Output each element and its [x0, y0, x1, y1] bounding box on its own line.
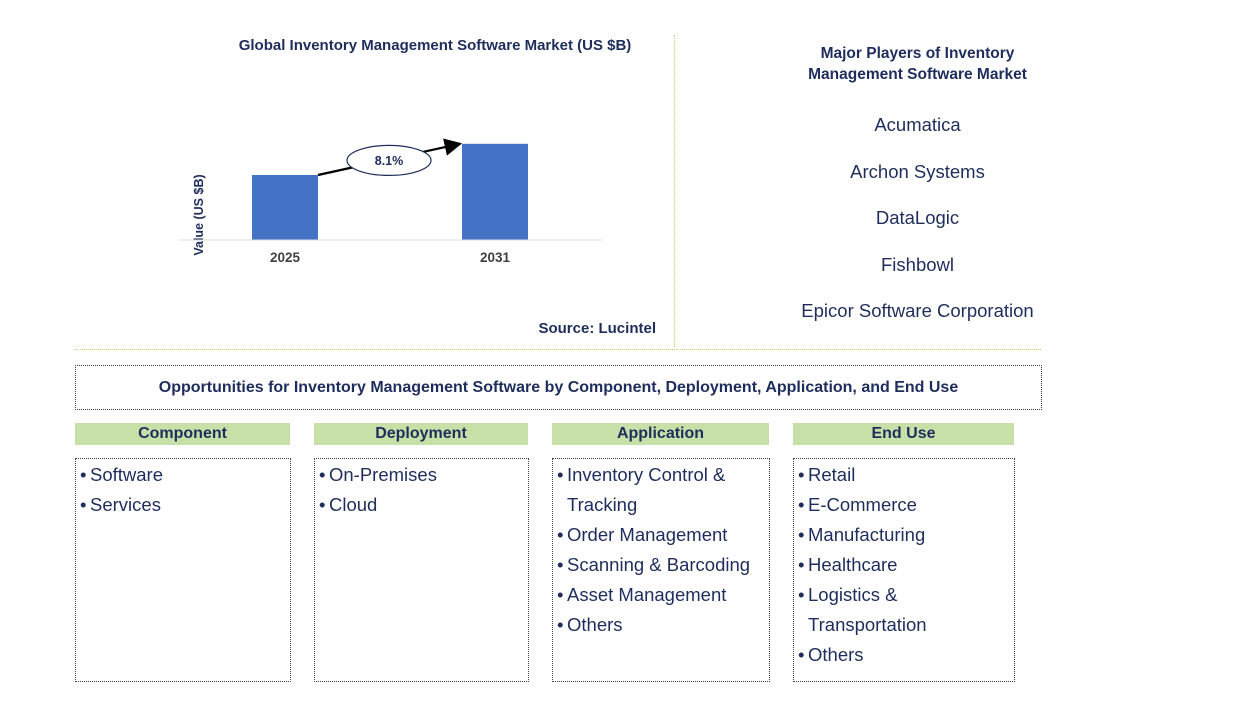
cagr-ellipse — [346, 144, 432, 177]
player-item: Epicor Software Corporation — [801, 300, 1034, 321]
segment-item: Asset Management — [557, 580, 753, 610]
segment-item: Others — [557, 610, 753, 640]
segment-item: Others — [798, 640, 948, 670]
cagr-label: 8.1% — [375, 154, 404, 168]
bar — [462, 143, 528, 240]
segment-header-application: Application — [552, 423, 769, 445]
segment-header-end-use: End Use — [793, 423, 1014, 445]
segment-box-application: Inventory Control & Tracking Order Manag… — [552, 458, 770, 682]
segment-item: Scanning & Barcoding — [557, 550, 753, 580]
bar-chart: Value (US $B) 2025 2031 8.1% — [180, 138, 602, 265]
segment-header-deployment: Deployment — [314, 423, 528, 445]
opportunities-title: Opportunities for Inventory Management S… — [158, 378, 959, 396]
chart-title: Global Inventory Management Software Mar… — [238, 37, 632, 54]
segment-item: E-Commerce — [798, 490, 948, 520]
segment-box-component: Software Services — [75, 458, 291, 682]
segment-header-component: Component — [75, 423, 290, 445]
segment-item: Healthcare — [798, 550, 948, 580]
players-title-line1: Major Players of Inventory — [820, 45, 1015, 62]
segment-item: Cloud — [319, 490, 528, 520]
horizontal-divider — [75, 349, 1041, 350]
segment-item: Order Management — [557, 520, 753, 550]
segment-item: Services — [80, 490, 290, 520]
segment-item: Manufacturing — [798, 520, 948, 550]
vertical-divider — [674, 35, 675, 347]
x-tick-label: 2025 — [270, 250, 301, 265]
segment-item: Logistics & Transportation — [798, 580, 948, 640]
source-label: Source: Lucintel — [538, 320, 656, 337]
opportunities-banner: Opportunities for Inventory Management S… — [75, 365, 1042, 410]
player-item: Archon Systems — [850, 160, 985, 182]
segment-box-deployment: On-Premises Cloud — [314, 458, 529, 682]
y-axis-label: Value (US $B) — [192, 174, 206, 255]
segment-box-end-use: Retail E-Commerce Manufacturing Healthca… — [793, 458, 1015, 682]
player-item: Fishbowl — [881, 253, 954, 275]
segment-item: On-Premises — [319, 460, 528, 490]
bar — [252, 175, 318, 240]
player-item: DataLogic — [875, 207, 960, 228]
players-list: Acumatica Archon Systems DataLogic Fishb… — [760, 112, 1075, 345]
players-title: Major Players of Inventory Management So… — [790, 43, 1045, 85]
segment-item: Inventory Control & Tracking — [557, 460, 753, 520]
x-tick-label: 2031 — [480, 250, 511, 265]
player-item: Acumatica — [874, 114, 961, 135]
segment-item: Retail — [798, 460, 948, 490]
players-title-line2: Management Software Market — [808, 66, 1027, 83]
segment-item: Software — [80, 460, 290, 490]
